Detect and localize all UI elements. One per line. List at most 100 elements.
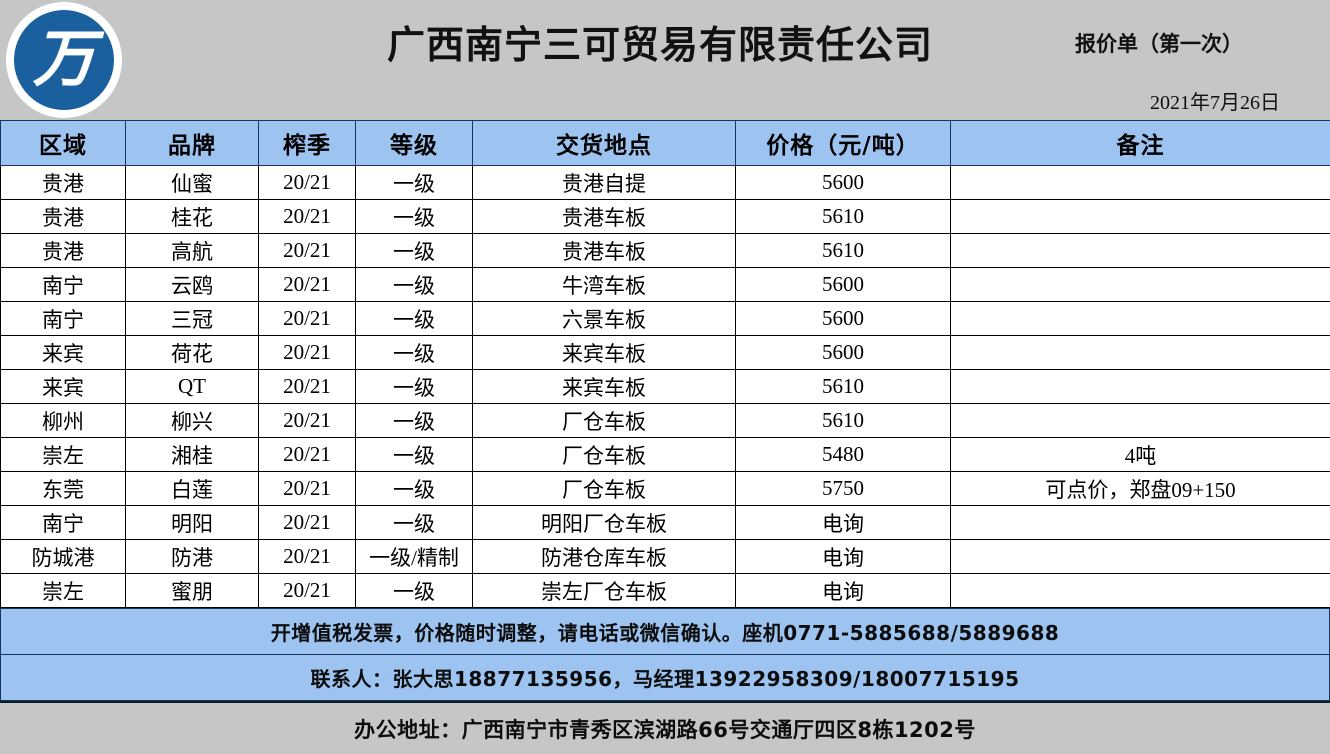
cell-remark	[951, 540, 1330, 574]
cell-grade: 一级	[356, 506, 473, 540]
cell-price: 5750	[736, 472, 951, 506]
cell-season: 20/21	[259, 336, 356, 370]
cell-place: 贵港自提	[473, 166, 736, 200]
cell-season: 20/21	[259, 438, 356, 472]
cell-season: 20/21	[259, 166, 356, 200]
cell-region: 南宁	[1, 302, 126, 336]
cell-brand: 高航	[126, 234, 259, 268]
cell-price: 5610	[736, 370, 951, 404]
logo-glyph-icon: 万	[6, 2, 122, 118]
cell-brand: 仙蜜	[126, 166, 259, 200]
cell-grade: 一级	[356, 302, 473, 336]
cell-price: 5600	[736, 166, 951, 200]
cell-remark	[951, 268, 1330, 302]
cell-region: 东莞	[1, 472, 126, 506]
cell-season: 20/21	[259, 370, 356, 404]
cell-grade: 一级	[356, 438, 473, 472]
cell-grade: 一级	[356, 574, 473, 608]
cell-season: 20/21	[259, 540, 356, 574]
cell-place: 厂仓车板	[473, 438, 736, 472]
cell-grade: 一级	[356, 166, 473, 200]
cell-region: 来宾	[1, 370, 126, 404]
page-title: 广西南宁三可贸易有限责任公司	[270, 14, 1050, 69]
cell-season: 20/21	[259, 268, 356, 302]
cell-remark: 可点价，郑盘09+150	[951, 472, 1330, 506]
cell-place: 厂仓车板	[473, 472, 736, 506]
document-type-label: 报价单（第一次）	[1075, 28, 1243, 58]
cell-price: 5610	[736, 234, 951, 268]
cell-brand: 蜜朋	[126, 574, 259, 608]
cell-brand: 荷花	[126, 336, 259, 370]
cell-price: 5600	[736, 302, 951, 336]
column-header-season: 榨季	[259, 121, 356, 166]
cell-brand: 明阳	[126, 506, 259, 540]
cell-region: 贵港	[1, 166, 126, 200]
cell-season: 20/21	[259, 200, 356, 234]
cell-grade: 一级	[356, 404, 473, 438]
cell-price: 5600	[736, 268, 951, 302]
cell-region: 柳州	[1, 404, 126, 438]
cell-place: 崇左厂仓车板	[473, 574, 736, 608]
cell-remark	[951, 574, 1330, 608]
cell-place: 来宾车板	[473, 370, 736, 404]
cell-season: 20/21	[259, 234, 356, 268]
cell-remark	[951, 404, 1330, 438]
cell-place: 明阳厂仓车板	[473, 506, 736, 540]
column-header-place: 交货地点	[473, 121, 736, 166]
cell-remark	[951, 302, 1330, 336]
cell-region: 崇左	[1, 438, 126, 472]
cell-remark: 4吨	[951, 438, 1330, 472]
document-date: 2021年7月26日	[1150, 86, 1280, 115]
cell-brand: 三冠	[126, 302, 259, 336]
cell-remark	[951, 166, 1330, 200]
cell-brand: 白莲	[126, 472, 259, 506]
cell-region: 南宁	[1, 268, 126, 302]
cell-price: 电询	[736, 506, 951, 540]
cell-brand: QT	[126, 370, 259, 404]
cell-season: 20/21	[259, 472, 356, 506]
column-header-brand: 品牌	[126, 121, 259, 166]
cell-brand: 桂花	[126, 200, 259, 234]
cell-remark	[951, 370, 1330, 404]
cell-place: 贵港车板	[473, 234, 736, 268]
cell-price: 5600	[736, 336, 951, 370]
cell-place: 来宾车板	[473, 336, 736, 370]
cell-grade: 一级	[356, 234, 473, 268]
cell-brand: 防港	[126, 540, 259, 574]
cell-region: 崇左	[1, 574, 126, 608]
table-head: 区域 品牌 榨季 等级 交货地点 价格（元/吨） 备注	[1, 121, 1330, 166]
note-contacts: 联系人：张大思18877135956，马经理13922958309/180077…	[0, 655, 1330, 701]
table-header-row: 区域 品牌 榨季 等级 交货地点 价格（元/吨） 备注	[1, 121, 1330, 166]
column-header-remark: 备注	[951, 121, 1330, 166]
cell-remark	[951, 200, 1330, 234]
cell-grade: 一级/精制	[356, 540, 473, 574]
cell-region: 来宾	[1, 336, 126, 370]
cell-place: 六景车板	[473, 302, 736, 336]
company-logo: 万	[6, 2, 124, 118]
cell-region: 贵港	[1, 200, 126, 234]
cell-grade: 一级	[356, 472, 473, 506]
column-header-region: 区域	[1, 121, 126, 166]
cell-place: 厂仓车板	[473, 404, 736, 438]
cell-brand: 柳兴	[126, 404, 259, 438]
cell-region: 贵港	[1, 234, 126, 268]
cell-region: 防城港	[1, 540, 126, 574]
column-header-grade: 等级	[356, 121, 473, 166]
note-address: 办公地址：广西南宁市青秀区滨湖路66号交通厅四区8栋1202号	[0, 701, 1330, 754]
cell-season: 20/21	[259, 506, 356, 540]
column-header-price: 价格（元/吨）	[736, 121, 951, 166]
cell-grade: 一级	[356, 336, 473, 370]
